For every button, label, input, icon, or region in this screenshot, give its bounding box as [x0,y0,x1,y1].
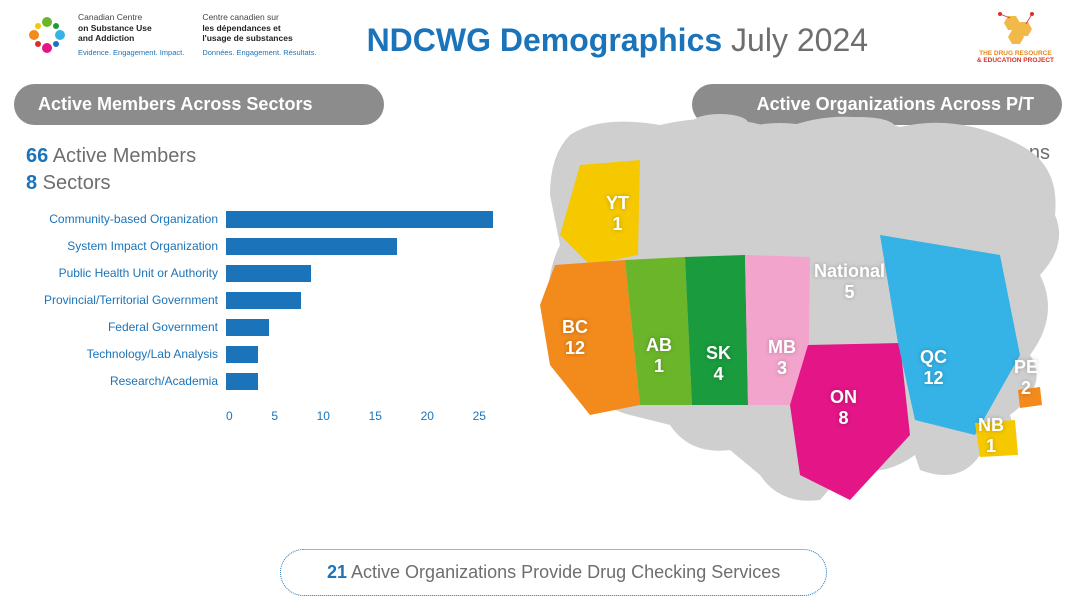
bar-fill [226,346,258,363]
ccsa-fr-1: Centre canadien sur [202,12,316,23]
map-label-code: MB [768,337,796,358]
ccsa-logo-block: Canadian Centre on Substance Use and Add… [24,12,317,63]
bar-label: Community-based Organization [26,212,226,226]
map-label-ab: AB1 [646,335,672,377]
bar-row: Provincial/Territorial Government [26,288,514,312]
map-label-code: SK [706,343,731,364]
footer-callout: 21 Active Organizations Provide Drug Che… [280,549,827,596]
map-label-count: 12 [562,338,588,359]
map-label-mb: MB3 [768,337,796,379]
bar-row: Research/Academia [26,369,514,393]
ccsa-text: Canadian Centre on Substance Use and Add… [78,12,317,57]
drep-l1: THE DRUG RESOURCE [977,50,1054,57]
sectors-pill: Active Members Across Sectors [14,84,384,125]
footer-num: 21 [327,562,347,582]
map-label-count: 3 [768,358,796,379]
map-label-on: ON8 [830,387,857,429]
map-label-yt: YT1 [606,193,629,235]
province-bc [540,260,640,415]
map-label-count: 1 [646,356,672,377]
map-label-national: National5 [814,261,885,303]
map-label-code: ON [830,387,857,408]
axis-tick: 15 [369,409,382,427]
map-label-count: 2 [1014,378,1038,399]
title-bold: NDCWG Demographics [367,22,723,58]
sectors-section: Active Members Across Sectors 66 Active … [14,84,514,437]
sectors-stat1-num: 66 [26,145,48,167]
axis-tick: 25 [473,409,486,427]
bar-row: Federal Government [26,315,514,339]
map-label-count: 8 [830,408,857,429]
ccsa-icon [24,12,70,63]
sectors-stat2-num: 8 [26,172,37,194]
bar-label: System Impact Organization [26,239,226,253]
map-label-count: 12 [920,368,947,389]
bar-row: System Impact Organization [26,234,514,258]
map-label-code: AB [646,335,672,356]
map-label-bc: BC12 [562,317,588,359]
bar-label: Public Health Unit or Authority [26,266,226,280]
chart-axis: 0 5 10 15 20 25 [226,409,486,427]
sectors-stats: 66 Active Members 8 Sectors [26,143,514,197]
map-label-sk: SK4 [706,343,731,385]
bar-fill [226,373,258,390]
bar-row: Public Health Unit or Authority [26,261,514,285]
bar-fill [226,211,493,228]
bar-label: Research/Academia [26,374,226,388]
axis-tick: 0 [226,409,233,427]
axis-tick: 5 [271,409,278,427]
map-label-code: YT [606,193,629,214]
sectors-stat1-label: Active Members [48,145,196,167]
canada-map: YT1BC12AB1SK4MB3ON8QC12NB1PE2National5 [520,105,1080,535]
bar-row: Technology/Lab Analysis [26,342,514,366]
map-label-pe: PE2 [1014,357,1038,399]
map-label-code: BC [562,317,588,338]
bar-label: Technology/Lab Analysis [26,347,226,361]
bar-label: Provincial/Territorial Government [26,293,226,307]
map-label-code: QC [920,347,947,368]
map-label-code: National [814,261,885,282]
bar-fill [226,238,397,255]
bar-fill [226,292,301,309]
map-label-code: PE [1014,357,1038,378]
axis-tick: 10 [317,409,330,427]
map-label-count: 1 [978,436,1004,457]
title-rest: July 2024 [722,22,868,58]
sectors-stat2-label: Sectors [37,172,110,194]
map-label-qc: QC12 [920,347,947,389]
ccsa-en-3: and Addiction [78,33,184,44]
page-title: NDCWG Demographics July 2024 [367,22,868,59]
drep-logo: THE DRUG RESOURCE & EDUCATION PROJECT [977,8,1054,64]
bar-label: Federal Government [26,320,226,334]
bar-fill [226,265,311,282]
map-label-code: NB [978,415,1004,436]
sectors-chart: Community-based Organization System Impac… [26,207,514,437]
ccsa-fr-3: l'usage de substances [202,33,316,44]
map-label-nb: NB1 [978,415,1004,457]
map-label-count: 1 [606,214,629,235]
drep-l2: & EDUCATION PROJECT [977,57,1054,64]
header: Canadian Centre on Substance Use and Add… [0,0,1080,70]
bar-fill [226,319,269,336]
ccsa-en-2: on Substance Use [78,23,184,34]
map-label-count: 4 [706,364,731,385]
map-label-count: 5 [814,282,885,303]
ccsa-fr-tag: Données. Engagement. Résultats. [202,48,316,57]
ccsa-en-1: Canadian Centre [78,12,184,23]
bar-row: Community-based Organization [26,207,514,231]
ccsa-fr-2: les dépendances et [202,23,316,34]
ccsa-en-tag: Evidence. Engagement. Impact. [78,48,184,57]
footer-text: Active Organizations Provide Drug Checki… [347,562,780,582]
hex-icon [992,8,1038,48]
axis-tick: 20 [421,409,434,427]
